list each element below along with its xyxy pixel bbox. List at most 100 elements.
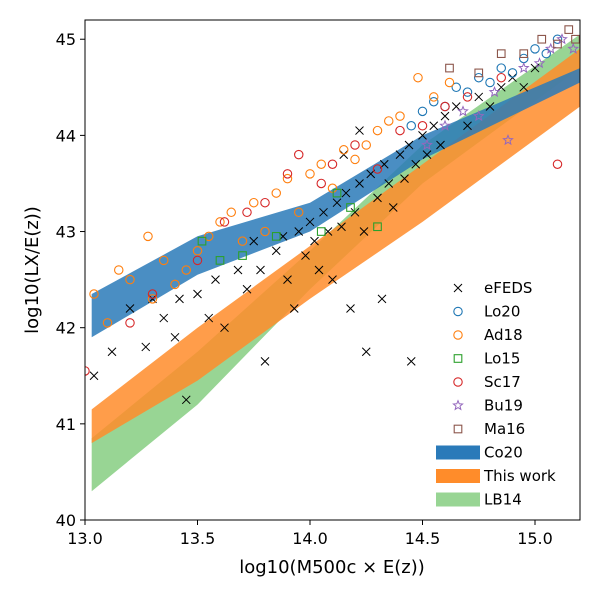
- legend-item-ad18: Ad18: [453, 326, 523, 344]
- x-tick-label: 13.0: [67, 529, 103, 548]
- point-ad18: [271, 188, 281, 198]
- point-efeds: [429, 121, 439, 131]
- point-ad18: [316, 159, 326, 169]
- point-ad18: [444, 77, 455, 88]
- point-ad18: [215, 217, 225, 227]
- point-efeds: [211, 275, 220, 284]
- point-lo15: [197, 236, 207, 246]
- point-bu19: [457, 105, 469, 117]
- point-lo20: [507, 68, 518, 78]
- legend-item-this-work: This work: [436, 467, 556, 485]
- point-efeds: [355, 126, 364, 135]
- legend-marker: [453, 354, 463, 363]
- point-ad18: [395, 111, 405, 121]
- point-bu19: [502, 134, 514, 146]
- point-lo20: [552, 34, 563, 44]
- point-lo20: [428, 96, 439, 107]
- point-bu19: [567, 42, 580, 54]
- point-ad18: [293, 207, 304, 218]
- point-efeds: [400, 174, 409, 184]
- band-co20: [91, 68, 580, 338]
- point-efeds: [388, 203, 398, 212]
- point-efeds: [346, 304, 355, 313]
- point-sc17: [496, 72, 506, 83]
- point-sc17: [350, 140, 360, 150]
- point-ad18: [237, 236, 248, 246]
- point-bu19: [439, 119, 451, 131]
- point-efeds: [242, 284, 252, 294]
- point-lo20: [541, 48, 551, 59]
- point-bu19: [556, 33, 568, 45]
- legend-item-bu19: Bu19: [452, 397, 523, 415]
- legend-label: Lo15: [484, 350, 520, 368]
- x-tick-label: 15.0: [517, 529, 553, 548]
- point-efeds: [332, 198, 342, 208]
- point-ad18: [372, 125, 383, 136]
- legend-label: LB14: [484, 491, 522, 509]
- point-efeds: [233, 265, 243, 275]
- point-efeds: [361, 347, 371, 357]
- point-lo20: [473, 72, 484, 83]
- point-ma16: [537, 34, 547, 44]
- point-efeds: [359, 227, 369, 236]
- point-efeds: [260, 356, 270, 366]
- point-lo20: [451, 82, 461, 93]
- point-ad18: [125, 274, 135, 285]
- point-efeds: [355, 179, 364, 188]
- point-efeds: [406, 356, 416, 366]
- point-ad18: [102, 318, 113, 328]
- point-sc17: [327, 159, 338, 169]
- point-efeds: [436, 140, 445, 150]
- point-efeds: [508, 73, 517, 83]
- point-ad18: [204, 231, 214, 242]
- point-efeds: [530, 63, 540, 73]
- y-tick-label: 43: [56, 223, 76, 242]
- point-lo20: [485, 77, 495, 88]
- point-ad18: [249, 197, 259, 208]
- bands-layer: [91, 34, 580, 492]
- point-ad18: [413, 72, 423, 83]
- point-sc17: [192, 255, 203, 266]
- x-tick-label: 14.0: [292, 529, 328, 548]
- point-efeds: [328, 275, 337, 284]
- point-ad18: [192, 246, 203, 256]
- point-efeds: [377, 294, 387, 304]
- point-efeds: [305, 217, 315, 227]
- point-efeds: [148, 294, 157, 304]
- point-bu19: [488, 85, 501, 98]
- x-axis: 13.0 13.5 14.0 14.5 15.0: [67, 520, 553, 548]
- point-efeds: [89, 371, 99, 381]
- point-efeds: [294, 227, 304, 236]
- point-efeds: [463, 121, 472, 131]
- point-sc17: [282, 169, 293, 179]
- point-efeds: [395, 150, 405, 159]
- point-efeds: [350, 207, 360, 217]
- point-efeds: [341, 188, 351, 198]
- point-efeds: [271, 246, 281, 256]
- point-efeds: [204, 313, 214, 323]
- point-efeds: [485, 102, 495, 111]
- point-ad18: [143, 231, 153, 242]
- point-ad18: [114, 265, 124, 275]
- point-efeds: [373, 193, 382, 203]
- point-sc17: [316, 178, 326, 189]
- legend-item-sc17: Sc17: [453, 373, 521, 391]
- point-efeds: [125, 304, 135, 313]
- point-efeds: [289, 304, 299, 313]
- band-this-work: [91, 48, 580, 444]
- point-bu19: [533, 57, 546, 69]
- legend-marker: [453, 424, 463, 434]
- legend-patch: [436, 492, 480, 507]
- point-efeds: [411, 159, 421, 169]
- point-lo20: [462, 87, 473, 97]
- legend-label: Sc17: [484, 373, 521, 391]
- point-efeds: [283, 275, 292, 284]
- point-sc17: [260, 197, 270, 208]
- legend: eFEDS Lo20 Ad18 Lo15 Sc17 Bu19 Ma16 Co20 This wo…: [436, 279, 556, 509]
- point-sc17: [395, 125, 405, 136]
- point-efeds: [422, 150, 432, 159]
- legend-item-lo20: Lo20: [453, 303, 520, 321]
- point-sc17: [417, 121, 428, 131]
- point-lo15: [215, 256, 225, 265]
- point-efeds: [159, 313, 169, 323]
